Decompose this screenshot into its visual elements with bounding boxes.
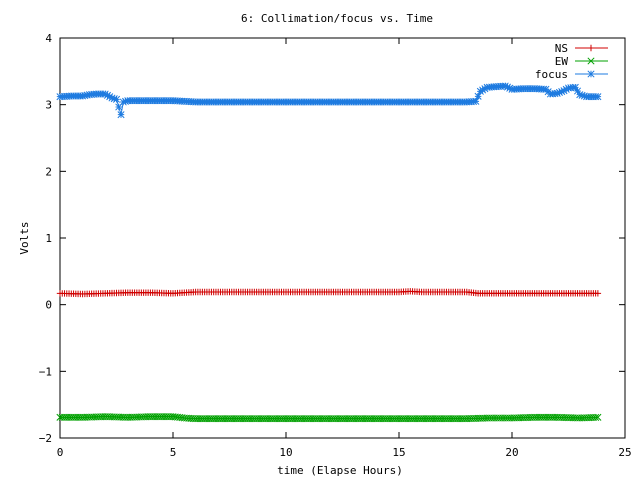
chart-title: 6: Collimation/focus vs. Time: [241, 12, 433, 25]
data-point-NS: [594, 290, 602, 297]
data-point-focus: [501, 82, 509, 90]
data-point-focus: [506, 84, 514, 92]
data-point-focus: [121, 97, 130, 105]
y-tick-label: 2: [45, 165, 52, 178]
x-axis-label: time (Elapse Hours): [277, 464, 403, 477]
data-point-EW: [594, 413, 602, 421]
legend-label-EW: EW: [555, 55, 569, 68]
legend-marker-EW: [587, 57, 595, 65]
data-point-focus: [479, 86, 487, 94]
y-tick-label: 1: [45, 232, 52, 245]
y-tick-label: 0: [45, 299, 52, 312]
data-point-focus: [112, 95, 121, 103]
y-tick-label: −1: [39, 365, 52, 378]
data-point-focus: [101, 90, 109, 98]
legend-label-focus: focus: [535, 68, 568, 81]
y-tick-label: −2: [39, 432, 52, 445]
x-tick-label: 0: [57, 446, 64, 459]
data-point-focus: [119, 98, 127, 106]
data-point-focus: [108, 94, 116, 102]
legend-marker-focus: [587, 70, 595, 78]
data-point-focus: [555, 88, 564, 96]
data-point-focus: [562, 85, 570, 93]
data-point-focus: [594, 93, 602, 101]
legend-label-NS: NS: [555, 42, 568, 55]
x-tick-label: 25: [618, 446, 631, 459]
data-point-focus: [472, 97, 480, 105]
y-tick-label: 3: [45, 99, 52, 112]
data-point-focus: [106, 93, 114, 101]
plot-frame: [59, 37, 626, 439]
data-point-focus: [117, 111, 125, 119]
series-EW: [56, 413, 602, 423]
data-point-focus: [474, 92, 482, 100]
axis-ticks: 0 5 10 15 20 25 −2 −1 0 1 2 3 4: [39, 32, 632, 459]
x-tick-label: 15: [392, 446, 405, 459]
data-point-focus: [553, 89, 561, 97]
legend-marker-NS: [587, 44, 595, 52]
data-point-focus: [110, 95, 118, 103]
data-point-focus: [115, 103, 123, 111]
data-point-focus: [580, 92, 588, 100]
data-point-focus: [103, 91, 112, 99]
data-point-EW: [592, 413, 600, 421]
data-point-focus: [476, 87, 484, 95]
data-point-focus: [578, 91, 586, 99]
data-point-focus: [560, 87, 568, 95]
y-axis-label: Volts: [18, 221, 31, 254]
series-NS: [56, 288, 602, 298]
data-point-focus: [573, 87, 582, 95]
data-point-focus: [571, 83, 579, 91]
x-tick-label: 10: [279, 446, 292, 459]
x-tick-label: 5: [170, 446, 177, 459]
x-tick-label: 20: [505, 446, 518, 459]
series-layer: [56, 82, 602, 423]
data-point-focus: [503, 83, 512, 91]
series-focus: [56, 82, 602, 119]
data-point-focus: [481, 85, 489, 93]
y-tick-label: 4: [45, 32, 52, 45]
data-point-focus: [558, 88, 566, 96]
data-point-focus: [576, 91, 584, 99]
